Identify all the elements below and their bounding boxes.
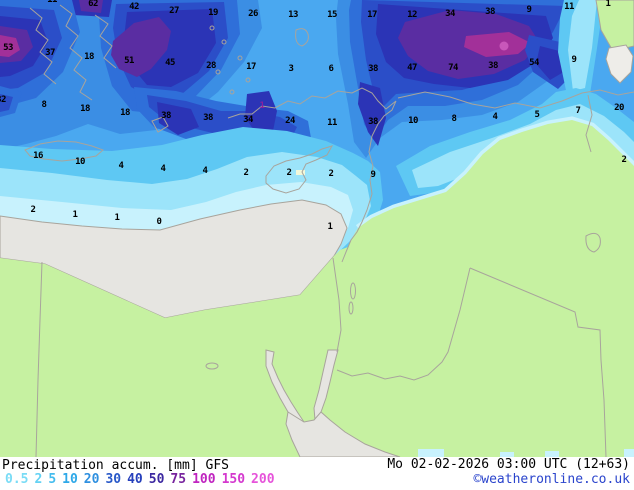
precip-value-label: 45 [165,58,175,68]
precip-value-label: 1 [327,222,333,232]
scale-value: 10 [62,472,78,487]
precip-value-label: 18 [80,104,90,114]
precip-value-label: 9 [526,5,532,15]
coastlines-and-borders [24,4,634,457]
precip-value-label: 8 [451,114,457,124]
precip-value-label: 51 [124,56,134,66]
forecast-datetime: Mo 02-02-2026 03:00 UTC (12+63) [387,457,630,472]
precip-value-label: 20 [614,103,624,113]
precip-value-label: 9 [370,170,376,180]
precip-value-label: 2 [328,169,334,179]
precip-value-label: 42 [129,2,139,12]
scale-value: 0.5 [5,472,29,487]
precip-value-label: 38 [368,64,378,74]
precip-value-label: 34 [243,115,253,125]
precip-value-label: 34 [445,9,455,19]
precip-value-label: 12 [407,10,417,20]
precip-value-label: 1 [259,101,265,111]
precip-value-label: 4 [118,161,124,171]
scale-value: 150 [221,472,246,487]
scale-value: 20 [83,472,100,487]
scale-value: 50 [148,472,165,487]
precip-value-label: 38 [368,117,378,127]
precip-value-label: 7 [575,106,581,116]
precip-value-label: 1 [605,0,611,9]
gulf-of-suez [265,349,305,425]
legend-band: Precipitation accum. [mm] GFS 0.5 2 5 10 20 3… [0,457,634,490]
precip-value-label: 4 [202,166,208,176]
precip-value-label: 38 [488,61,498,71]
precip-value-label: 9 [571,55,577,65]
precip-value-label: 5 [534,110,540,120]
precip-value-label: 38 [203,113,213,123]
precip-value-label: 74 [448,63,458,73]
precip-value-label: 16 [33,151,43,161]
precip-value-label: 17 [367,10,377,20]
precip-value-label: 11 [564,2,574,12]
precip-value-label: 3 [288,64,294,74]
precip-value-label: 62 [88,0,98,9]
precip-value-label: 47 [407,63,417,73]
precip-value-label: 1 [114,213,120,223]
precip-value-label: 24 [285,116,295,126]
land [0,120,634,457]
precip-value-label: 13 [288,10,298,20]
scale-value: 2 [34,472,43,487]
precip-value-label: 6 [328,64,334,74]
precip-value-label: 10 [75,157,85,167]
map-area: 11 62 42 27 19 26 13 15 17 12 34 38 9 11 1 53 37 18 51 45 28… [0,0,634,457]
precip-value-label: 2 [621,155,627,165]
scale-value: 200 [251,472,275,487]
precip-value-label: 8 [41,100,47,110]
precip-value-label: 54 [529,58,539,68]
precip-value-label: 11 [47,0,57,5]
copyright-link[interactable]: ©weatheronline.co.uk [473,472,630,487]
precip-value-label: 17 [246,62,256,72]
legend-title: Precipitation accum. [mm] GFS [2,458,229,473]
precip-value-label: 27 [169,6,179,16]
precip-value-label: 28 [206,61,216,71]
precip-value-label: 2 [286,168,292,178]
scale-value: 40 [127,472,143,487]
precip-value-label: 18 [120,108,130,118]
dry-patch [605,44,634,84]
precip-value-label: 15 [327,10,337,20]
sea-and-land [0,0,634,457]
scale-value: 75 [170,472,187,487]
precipitation-map [0,0,634,457]
precip-value-label: 18 [84,52,94,62]
precip-value-label: 19 [208,8,218,18]
scale-value: 5 [48,472,57,487]
precip-value-label: 11 [327,118,337,128]
red-sea [285,411,401,457]
precip-value-label: 4 [160,164,166,174]
precip-value-label: 38 [485,7,495,17]
precip-value-label: 53 [3,43,13,53]
value-label-layer: 11 62 42 27 19 26 13 15 17 12 34 38 9 11 1 53 37 18 51 45 28… [0,0,627,232]
precip-value-label: 0 [156,217,162,227]
scale-value: 30 [105,472,122,487]
precip-value-label: 4 [492,112,498,122]
precip-value-label: 37 [45,48,55,58]
precip-value-label: 32 [0,95,6,105]
precip-value-label: 2 [30,205,36,215]
precip-value-label: 1 [72,210,78,220]
precip-value-label: 38 [161,111,171,121]
precip-value-label: 26 [248,9,258,19]
precip-value-label: 10 [408,116,418,126]
scale-value: 100 [192,472,216,487]
precip-value-label: 2 [243,168,249,178]
color-scale: 0.5 2 5 10 20 30 40 50 75 100 150 200 [5,472,281,487]
